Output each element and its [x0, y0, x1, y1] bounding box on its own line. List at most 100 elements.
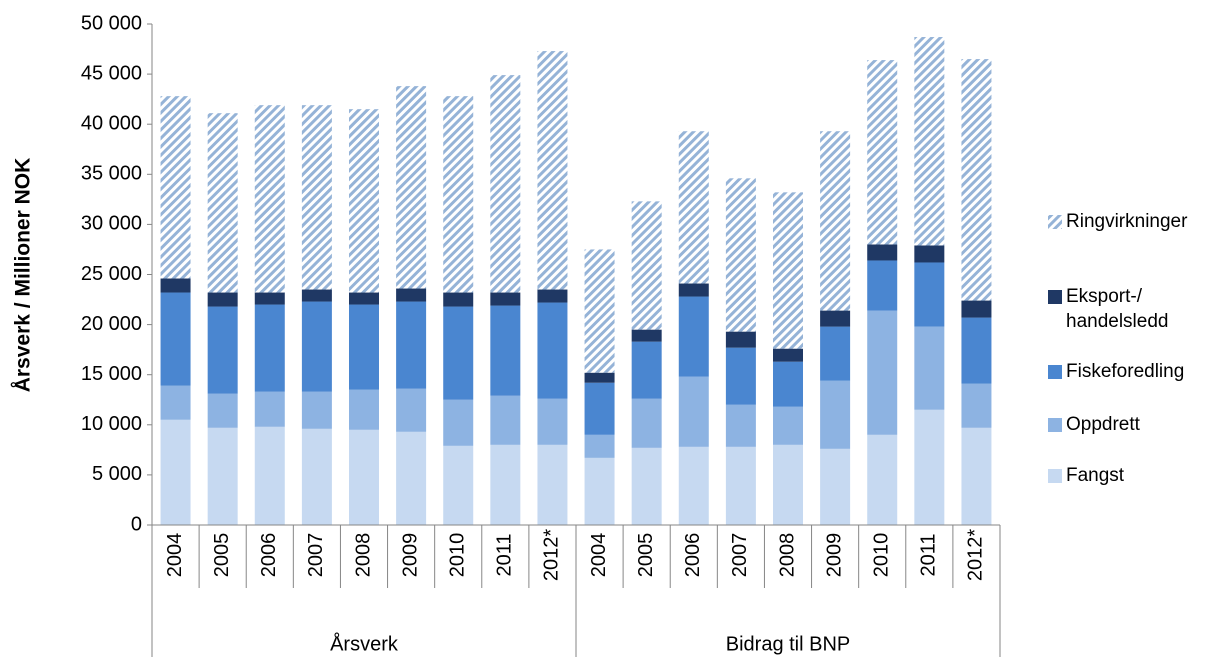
bar-segment — [207, 427, 238, 525]
x-tick-label: 2012* — [541, 529, 563, 581]
bar-segment — [867, 60, 898, 245]
legend-swatch — [1048, 469, 1062, 483]
bar-segment — [961, 300, 992, 318]
y-tick-label: 30 000 — [81, 213, 142, 235]
bar-segment — [773, 361, 803, 407]
bar-segment — [914, 409, 945, 525]
bar-segment — [678, 131, 709, 284]
bar-segment — [443, 399, 474, 446]
bar-segment — [349, 304, 379, 390]
bar-segment — [867, 310, 898, 435]
bar-segment — [537, 444, 568, 525]
bar-segment — [490, 75, 521, 293]
bar-segment — [725, 347, 756, 405]
bar-segment — [207, 306, 238, 394]
bar-segment — [396, 288, 427, 302]
group-label: Bidrag til BNP — [726, 633, 851, 655]
bar-segment — [631, 329, 662, 342]
bar-segment — [301, 391, 332, 429]
bar-segment — [301, 428, 332, 525]
bar-segment — [725, 178, 756, 332]
bar-segment — [537, 398, 568, 445]
bar-segment — [773, 348, 803, 362]
bar-segment — [820, 326, 851, 381]
legend-swatch — [1048, 365, 1062, 379]
bar-segment — [254, 391, 285, 427]
y-tick-label: 25 000 — [81, 263, 142, 285]
group-label: Årsverk — [330, 632, 399, 655]
bar-segment — [961, 383, 992, 428]
bar-segment — [207, 393, 238, 428]
legend-swatch — [1048, 215, 1062, 229]
bar-segment — [301, 301, 332, 392]
legend-label: Fiskeforedling — [1066, 361, 1184, 382]
bar-segment — [820, 448, 851, 525]
bar-segment — [584, 382, 615, 435]
x-tick-label: 2011 — [494, 533, 516, 576]
x-tick-label: 2005 — [211, 533, 233, 578]
bar-segment — [820, 131, 851, 311]
bar-segment — [867, 244, 898, 261]
bar-segment — [678, 446, 709, 525]
y-tick-label: 10 000 — [81, 413, 142, 435]
bar-segment — [254, 304, 285, 392]
x-tick-label: 2004 — [588, 533, 610, 578]
bar-segment — [349, 429, 379, 525]
x-tick-label: 2010 — [871, 533, 893, 578]
bar-segment — [914, 262, 945, 327]
x-tick-label: 2011 — [918, 533, 940, 576]
bar-segment — [490, 444, 521, 525]
y-tick-label: 0 — [131, 513, 142, 535]
bar-segment — [631, 398, 662, 448]
legend-label: Fangst — [1066, 465, 1125, 486]
bar-segment — [961, 59, 992, 301]
y-tick-label: 35 000 — [81, 163, 142, 185]
bar-segment — [537, 302, 568, 399]
legend-swatch — [1048, 290, 1062, 304]
y-tick-label: 45 000 — [81, 62, 142, 84]
x-tick-label: 2006 — [258, 533, 280, 578]
bar-segment — [631, 341, 662, 399]
x-tick-label: 2008 — [776, 533, 798, 578]
bar-segment — [678, 283, 709, 297]
x-tick-label: 2004 — [164, 533, 186, 578]
bar-segment — [584, 249, 615, 373]
bar-segment — [160, 278, 191, 293]
y-tick-label: 5 000 — [92, 463, 142, 485]
bar-segment — [160, 419, 191, 525]
bar-segment — [396, 86, 427, 289]
bar-segment — [254, 426, 285, 525]
x-tick-label: 2010 — [447, 533, 469, 578]
bar-segment — [725, 446, 756, 525]
bar-segment — [443, 306, 474, 400]
bar-segment — [584, 372, 615, 383]
legend: Ringvirkninger Eksport-/handelsledd Fiskef… — [1048, 211, 1188, 486]
bar-segment — [349, 292, 379, 305]
legend-label: Eksport-/handelsledd — [1066, 286, 1168, 332]
bar-segment — [773, 406, 803, 445]
bar-segment — [867, 434, 898, 525]
x-tick-label: 2012* — [965, 529, 987, 581]
x-tick-label: 2007 — [305, 533, 327, 578]
bar-segment — [914, 326, 945, 410]
bar-segment — [961, 427, 992, 525]
y-tick-label: 40 000 — [81, 112, 142, 134]
bar-segment — [490, 395, 521, 445]
y-tick-label: 50 000 — [81, 12, 142, 34]
legend-label: Ringvirkninger — [1066, 211, 1188, 232]
bar-segment — [396, 301, 427, 389]
x-tick-label: 2008 — [352, 533, 374, 578]
legend-swatch — [1048, 418, 1062, 432]
bar-segment — [301, 289, 332, 302]
bar-segment — [631, 201, 662, 330]
bar-segment — [961, 317, 992, 384]
bar-segment — [537, 51, 568, 290]
bar-segment — [207, 113, 238, 293]
bar-segment — [349, 109, 379, 293]
bar-segment — [490, 305, 521, 396]
bar-segment — [678, 376, 709, 447]
bar-segment — [725, 331, 756, 348]
y-tick-label: 20 000 — [81, 313, 142, 335]
bar-segment — [396, 431, 427, 525]
